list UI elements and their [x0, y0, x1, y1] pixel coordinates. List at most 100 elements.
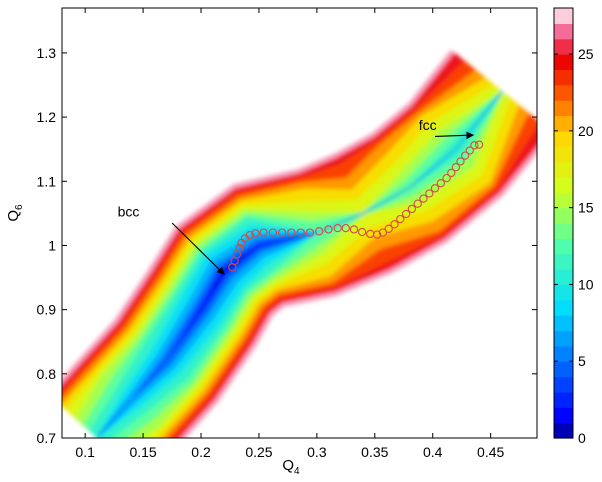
colorbar-tick-label: 20: [578, 123, 594, 139]
path-marker: [245, 231, 254, 240]
y-tick-label: 1.3: [37, 45, 57, 61]
colorbar-swatch: [554, 407, 573, 424]
colorbar: 0 5 10 15 20 25: [553, 7, 594, 446]
path-marker: [407, 204, 417, 214]
y-tick-label: 0.9: [37, 302, 57, 318]
y-axis-label-sub: 6: [14, 204, 25, 210]
path-marker: [470, 141, 479, 150]
path-marker: [419, 194, 428, 203]
colorbar-swatch: [554, 284, 573, 301]
colorbar-tick-label: 0: [578, 430, 586, 446]
x-axis-label-main: Q: [282, 457, 294, 474]
colorbar-swatch: [554, 269, 573, 286]
path-marker: [436, 179, 445, 188]
path-marker: [447, 168, 456, 178]
colorbar-swatch: [554, 192, 573, 209]
path-marker: [461, 151, 470, 160]
annotation-arrow: [171, 222, 225, 275]
path-marker: [333, 223, 342, 233]
annotations: bcc fcc: [118, 117, 475, 275]
path-marker: [456, 157, 465, 166]
path-marker: [277, 228, 287, 237]
path-marker: [396, 214, 405, 224]
colorbar-tick-label: 10: [578, 276, 594, 292]
colorbar-swatch: [554, 130, 573, 147]
colorbar-swatch: [554, 391, 573, 408]
path-marker: [287, 228, 296, 237]
path-marker: [341, 223, 350, 233]
path-marker: [413, 199, 422, 208]
path-marker: [349, 225, 359, 234]
colorbar-swatch: [554, 176, 573, 193]
colorbar-frame: [553, 7, 574, 439]
path-marker: [465, 146, 474, 155]
path-marker: [442, 173, 451, 183]
x-tick-label: 0.35: [361, 444, 388, 460]
x-tick-label: 0.1: [75, 444, 95, 460]
x-tick-label: 0.15: [129, 444, 156, 460]
path-marker: [259, 228, 268, 237]
colorbar-tick-label: 5: [578, 353, 586, 369]
annotation-label: bcc: [118, 204, 140, 220]
path-marker: [425, 189, 434, 198]
y-tick-label: 1.2: [37, 109, 57, 125]
annotation-label: fcc: [419, 117, 437, 133]
colorbar-swatch: [554, 8, 573, 24]
path-marker: [430, 184, 440, 193]
path-marker: [390, 220, 399, 229]
colorbar-swatch: [554, 238, 573, 255]
path-marker: [451, 163, 461, 172]
path-marker: [372, 230, 382, 239]
x-axis-label-sub: 4: [294, 466, 300, 477]
path-marker: [384, 224, 393, 233]
y-tick-label: 0.7: [37, 430, 57, 446]
path-marker: [378, 228, 388, 237]
colorbar-swatch: [554, 115, 573, 132]
path-marker: [296, 228, 305, 237]
x-tick-label: 0.25: [245, 444, 272, 460]
colorbar-swatch: [554, 146, 573, 163]
y-axis: 0.7 0.8 0.9 1 1.1 1.2 1.3: [37, 45, 537, 446]
contour-layer: [62, 49, 537, 438]
path-marker: [474, 140, 484, 149]
x-tick-label: 0.2: [191, 444, 211, 460]
plot-frame: [61, 7, 538, 439]
colorbar-swatch: [554, 69, 573, 86]
colorbar-swatch: [554, 345, 573, 362]
y-tick-label: 1: [48, 237, 56, 253]
x-axis: 0.1 0.15 0.2 0.25 0.3 0.35 0.4 0.45: [75, 8, 504, 460]
annotation-arrow: [434, 131, 475, 140]
path-marker: [235, 243, 244, 253]
x-tick-label: 0.3: [307, 444, 327, 460]
colorbar-swatch: [554, 361, 573, 378]
path-marker: [305, 228, 315, 237]
colorbar-swatch: [554, 23, 573, 40]
colorbar-swatch: [554, 299, 573, 316]
colorbar-swatch: [554, 38, 573, 55]
y-axis-label-main: Q: [5, 210, 22, 222]
colorbar-swatch: [554, 161, 573, 178]
colorbar-swatch: [554, 330, 573, 347]
y-tick-label: 0.8: [37, 366, 57, 382]
x-tick-label: 0.45: [477, 444, 504, 460]
colorbar-swatch: [554, 253, 573, 270]
colorbar-tick-label: 25: [578, 46, 594, 62]
x-axis-label: Q4: [282, 457, 300, 477]
transition-path: [228, 140, 484, 272]
colorbar-swatch: [554, 84, 573, 101]
y-tick-label: 1.1: [37, 173, 57, 189]
colorbar-swatch: [554, 100, 573, 117]
path-marker: [315, 227, 324, 236]
colorbar-swatch: [554, 54, 573, 71]
colorbar-swatch: [554, 223, 573, 239]
path-marker: [401, 209, 411, 219]
path-marker: [268, 228, 278, 237]
contour-band: [96, 91, 503, 438]
path-marker: [251, 229, 260, 238]
colorbar-swatch: [554, 315, 573, 332]
path-marker: [357, 227, 367, 237]
colorbar-swatch: [554, 422, 573, 439]
colorbar-tick-label: 15: [578, 200, 594, 216]
path-marker: [324, 225, 333, 234]
